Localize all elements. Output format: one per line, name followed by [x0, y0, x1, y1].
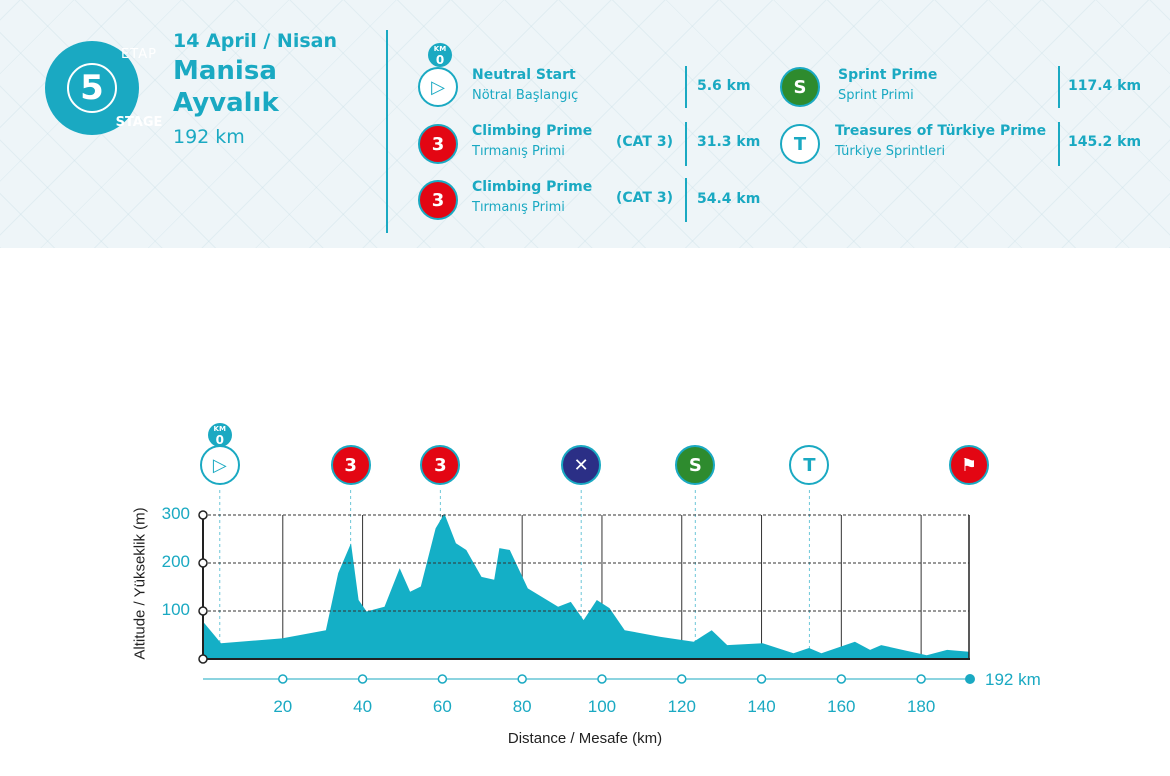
x-tick-label: 60: [432, 697, 452, 716]
climb-cat3-icon: 3: [330, 445, 371, 485]
finish-flag-icon: ⚑: [949, 445, 989, 485]
mountain-cat3-icon: 3: [418, 124, 458, 164]
x-tick-label: 120: [667, 697, 696, 716]
x-axis-label: Distance / Mesafe (km): [507, 730, 663, 747]
stage-date: 14 April / Nisan: [173, 30, 337, 52]
finish-city: Ayvalık: [173, 88, 279, 118]
end-distance-label: 192 km: [985, 670, 1041, 689]
point-subtitle: Türkiye Sprintleri: [835, 144, 946, 159]
point-title: Climbing Prime: [472, 123, 593, 139]
divider: [1058, 122, 1060, 166]
divider: [1058, 66, 1060, 108]
point-km: 54.4 km: [697, 191, 761, 207]
y-tick-label: 200: [161, 552, 190, 571]
stage-badge: ETAP 5 STAGE: [45, 41, 162, 135]
point-category: (CAT 3): [616, 190, 673, 206]
divider: [685, 122, 687, 166]
x-tick-dot: [517, 674, 527, 684]
end-dot: [965, 674, 975, 684]
point-km: 5.6 km: [697, 78, 751, 94]
point-category: (CAT 3): [616, 134, 673, 150]
y-tick-dot: [198, 558, 208, 568]
stage-label: STAGE: [115, 115, 163, 130]
x-tick-label: 80: [512, 697, 532, 716]
mountain-cat3-icon: 3: [418, 180, 458, 220]
x-tick-dot: [597, 674, 607, 684]
point-subtitle: Nötral Başlangıç: [472, 88, 579, 103]
x-tick-label: 160: [827, 697, 856, 716]
x-tick-dot: [677, 674, 687, 684]
x-tick-dot: [836, 674, 847, 684]
y-tick-label: 100: [161, 600, 190, 619]
km-zero-badge: KM 0: [207, 423, 232, 447]
y-tick-dot: [198, 654, 208, 664]
play-icon: ▷: [418, 67, 458, 107]
x-tick-label: 140: [747, 697, 776, 716]
stage-number: 5: [67, 63, 117, 113]
divider: [386, 30, 388, 233]
treasures-cyclist-icon: T: [780, 124, 820, 164]
km-zero-badge: KM 0: [428, 43, 452, 67]
y-tick-dot: [198, 606, 208, 616]
elevation-profile: [203, 513, 969, 659]
point-title: Climbing Prime: [472, 179, 593, 195]
feed-zone-icon: ✕: [561, 445, 602, 485]
stage-header: ETAP 5 STAGE 14 April / Nisan Manisa Ayv…: [0, 0, 1170, 248]
x-tick-dot: [916, 674, 926, 684]
x-tick-label: 20: [273, 697, 293, 716]
etap-label: ETAP: [121, 47, 157, 62]
point-title: Sprint Prime: [838, 67, 938, 83]
stage-distance: 192 km: [173, 126, 245, 148]
point-title: Neutral Start: [472, 67, 576, 83]
x-tick-dot: [756, 674, 767, 684]
climb-cat3-icon: 3: [420, 445, 461, 485]
point-km: 145.2 km: [1068, 134, 1142, 150]
sprint-icon: S: [675, 445, 716, 485]
y-tick-label: 300: [161, 504, 190, 523]
x-tick-dot: [357, 674, 368, 684]
point-subtitle: Tırmanış Primi: [472, 144, 565, 159]
point-subtitle: Sprint Primi: [838, 88, 914, 103]
treasures-cyclist-icon: T: [789, 445, 830, 485]
divider: [685, 66, 687, 108]
point-title: Treasures of Türkiye Prime: [835, 123, 1047, 139]
point-km: 31.3 km: [697, 134, 761, 150]
sprint-icon: S: [780, 67, 820, 107]
x-tick-label: 100: [587, 697, 617, 716]
start-city: Manisa: [173, 56, 277, 86]
x-tick-label: 40: [353, 697, 373, 716]
point-km: 117.4 km: [1068, 78, 1142, 94]
x-tick-label: 180: [906, 697, 936, 716]
y-tick-dot: [198, 510, 208, 520]
x-tick-dot: [437, 674, 448, 684]
divider: [685, 178, 687, 222]
point-subtitle: Tırmanış Primi: [472, 200, 565, 215]
x-tick-dot: [278, 674, 288, 684]
